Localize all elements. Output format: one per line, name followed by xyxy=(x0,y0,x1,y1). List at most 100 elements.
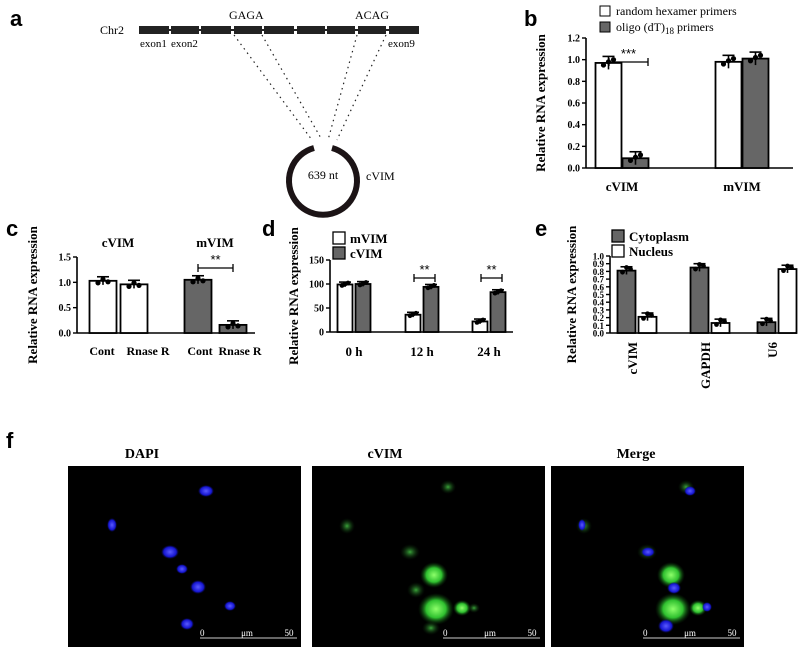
data-point xyxy=(230,320,236,326)
y-tick-label: 1.5 xyxy=(59,253,72,264)
data-point xyxy=(95,280,101,286)
circle-size-label: 639 nt xyxy=(308,168,339,182)
bar xyxy=(88,279,118,334)
legend-label-mvim: mVIM xyxy=(350,231,388,246)
data-point xyxy=(610,57,617,63)
y-tick-label: 0 xyxy=(319,328,324,339)
significance-label: ** xyxy=(486,262,496,277)
image-title-merge: Merge xyxy=(617,447,656,462)
data-point xyxy=(126,283,132,289)
cell-spot xyxy=(453,600,471,616)
cell-spot xyxy=(339,518,355,534)
y-tick-label: 1.0 xyxy=(568,55,581,66)
legend-d: mVIM cVIM xyxy=(332,231,388,261)
nucleus-spot xyxy=(578,519,586,531)
y-tick-label: 0.0 xyxy=(593,329,605,339)
x-tick-label: mVIM xyxy=(723,179,761,194)
exon-block xyxy=(139,26,169,34)
nucleus-spot xyxy=(641,547,655,557)
data-point xyxy=(600,62,607,68)
data-point xyxy=(632,154,639,160)
data-point xyxy=(760,321,765,327)
panel-f-microscopy: DAPI cVIM Merge 0 μm 50 xyxy=(68,447,744,647)
y-tick-label: 1.0 xyxy=(593,252,605,262)
y-tick-label: 0.0 xyxy=(568,164,581,175)
dotted-line xyxy=(327,34,358,141)
y-tick-label: 0.8 xyxy=(568,77,581,88)
data-point xyxy=(693,266,698,272)
y-tick-label: 0.0 xyxy=(59,329,72,340)
x-tick-label: cVIM xyxy=(625,342,640,375)
exon-block xyxy=(389,26,419,34)
y-tick-label: 0.2 xyxy=(593,313,605,323)
scale-bar-end: 50 xyxy=(528,628,538,638)
data-point xyxy=(105,279,111,285)
data-point xyxy=(637,152,644,158)
y-tick-label: 1.2 xyxy=(568,34,581,45)
chromosome-label: Chr2 xyxy=(100,23,124,37)
circle-name-label: cVIM xyxy=(366,169,395,183)
y-tick-label: 0.1 xyxy=(593,321,605,331)
legend-swatch-gray xyxy=(332,246,346,260)
bar xyxy=(616,269,637,334)
cell-spot xyxy=(400,544,420,560)
chart-c: 0.0 0.5 1.0 1.5 Relative RNA expression Cont R… xyxy=(25,225,262,363)
x-tick-label: Cont xyxy=(187,344,212,358)
scale-bar-end: 50 xyxy=(728,628,738,638)
bar xyxy=(404,313,422,333)
bar xyxy=(336,283,354,333)
scale-bar-unit: μm xyxy=(484,628,496,638)
legend-swatch-gray xyxy=(599,21,611,33)
data-point xyxy=(495,289,501,295)
exon-block xyxy=(171,26,199,34)
y-tick-label: 0.7 xyxy=(593,275,605,285)
legend-label-random-hexamer: random hexamer primers xyxy=(616,4,737,18)
x-tick-label: cVIM xyxy=(606,179,639,194)
data-point xyxy=(620,269,625,275)
bar xyxy=(422,285,440,333)
data-point xyxy=(730,55,737,62)
nucleus-spot xyxy=(190,580,206,594)
legend-swatch-white xyxy=(611,244,625,258)
exon-block xyxy=(297,26,325,34)
bar xyxy=(183,278,213,334)
bar xyxy=(689,266,710,334)
scale-bar-unit: μm xyxy=(684,628,696,638)
y-tick-label: 0.4 xyxy=(568,120,581,131)
merge-image: 0 μm 50 xyxy=(551,466,744,647)
cell-spot xyxy=(468,603,480,613)
nucleus-spot xyxy=(107,518,117,532)
data-point xyxy=(764,316,769,322)
x-tick-label: 12 h xyxy=(410,344,434,359)
y-tick-label: 0.9 xyxy=(593,259,605,269)
x-tick-label: Cont xyxy=(89,344,114,358)
data-point xyxy=(225,324,231,330)
cell-spot xyxy=(420,562,448,588)
panel-a-schematic: Chr2 GAGA ACAG exon1 exon2 exon9 639 nt … xyxy=(100,8,419,218)
data-point xyxy=(410,311,416,317)
nucleus-spot xyxy=(198,485,214,497)
image-title-dapi: DAPI xyxy=(125,447,159,462)
bar xyxy=(119,283,149,334)
chart-e: 0.00.10.20.30.40.50.60.70.80.91.0 Relativ… xyxy=(564,225,798,389)
y-tick-label: 0.6 xyxy=(593,282,605,292)
bar xyxy=(777,268,798,334)
image-title-cvim: cVIM xyxy=(368,447,403,462)
y-tick-label: 0.4 xyxy=(593,298,605,308)
nucleus-spot xyxy=(684,486,696,496)
data-point xyxy=(757,52,764,58)
bar xyxy=(354,283,372,333)
legend-label-oligo: oligo (dT)18 primers xyxy=(616,20,714,36)
data-point xyxy=(697,262,702,267)
data-point xyxy=(200,278,206,284)
group-title: mVIM xyxy=(196,235,234,250)
data-point xyxy=(641,315,646,321)
data-point xyxy=(747,58,754,64)
dotted-line xyxy=(261,34,323,141)
panel-label-e: e xyxy=(535,216,547,241)
legend-label-cvim: cVIM xyxy=(350,246,383,261)
data-point xyxy=(649,312,654,318)
y-tick-label: 0.5 xyxy=(593,290,605,300)
significance-label: ** xyxy=(210,252,220,267)
